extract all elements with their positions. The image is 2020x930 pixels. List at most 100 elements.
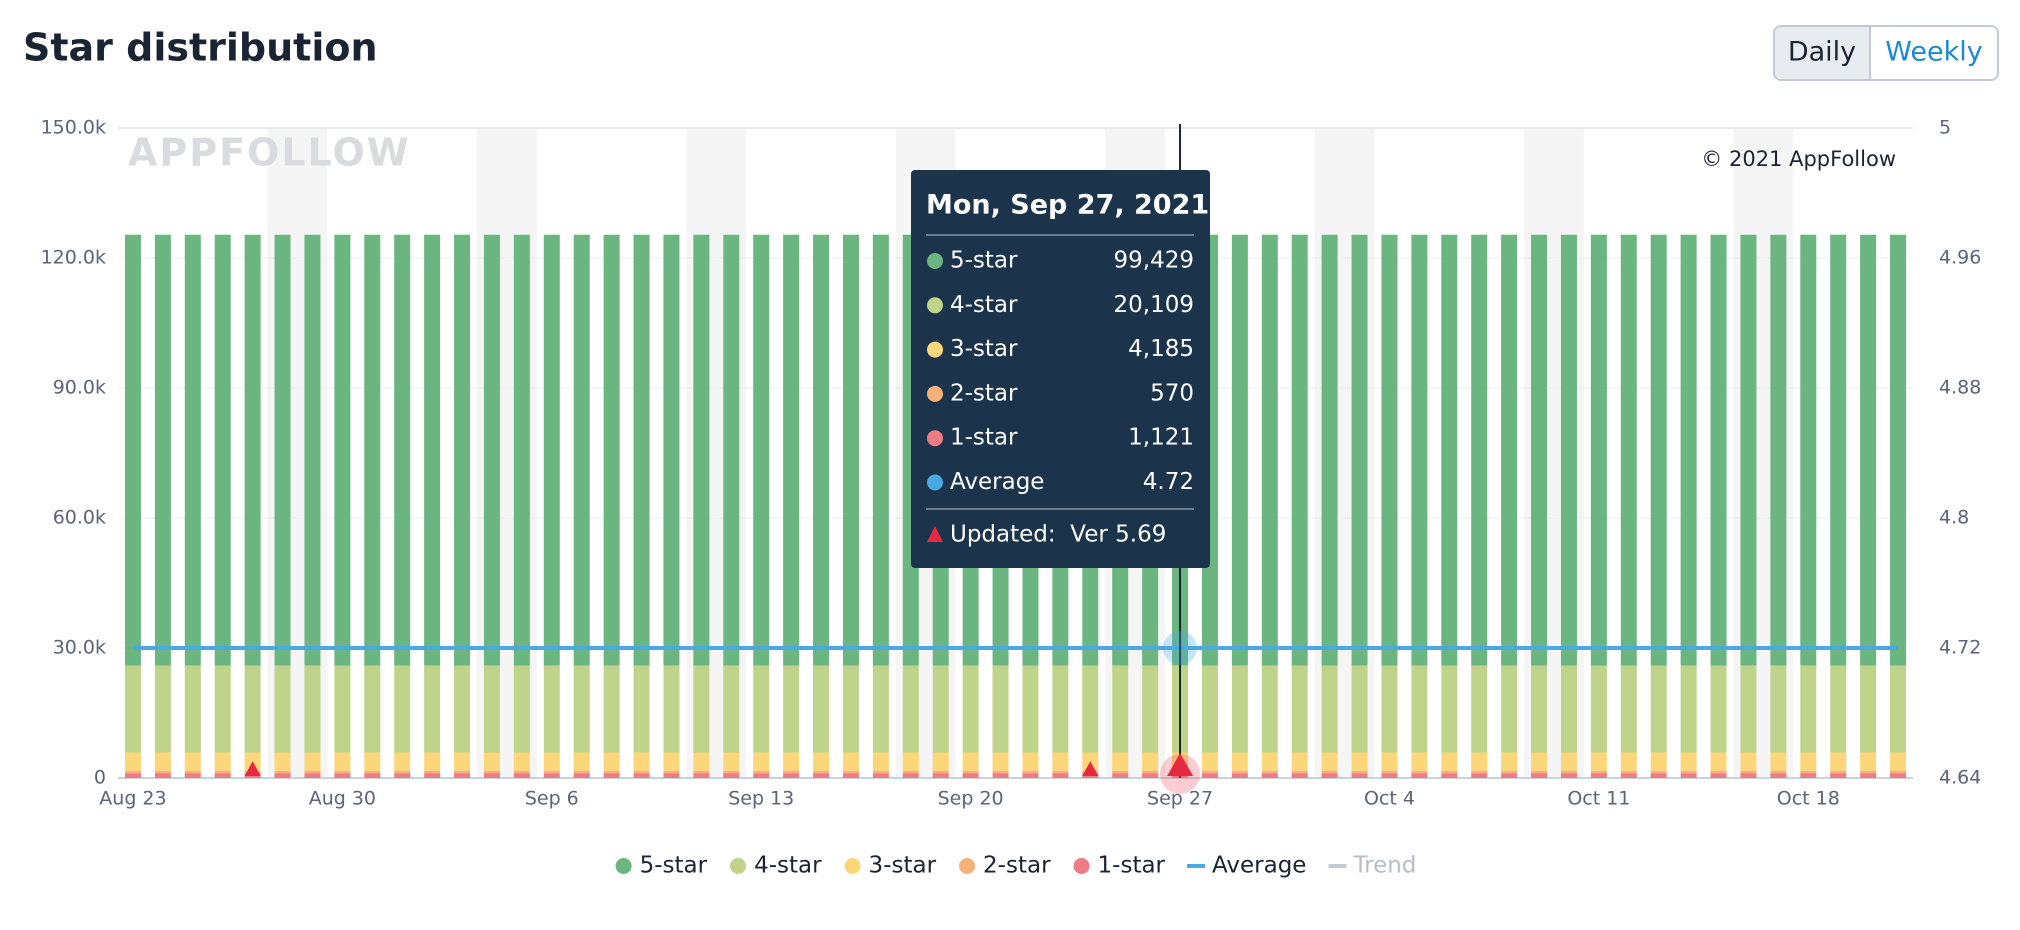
bar-segment: [962, 665, 979, 753]
bar-segment: [1531, 665, 1548, 753]
bar-segment: [1381, 665, 1398, 753]
tooltip-label: Average: [950, 469, 1044, 495]
legend-label[interactable]: 3-star: [869, 853, 937, 879]
bar-segment: [932, 752, 949, 771]
y-tick-label: 0: [94, 767, 106, 789]
bar-segment: [1620, 773, 1637, 778]
bar-segment: [1471, 234, 1488, 666]
daily-button[interactable]: Daily: [1788, 37, 1856, 68]
bar-segment: [424, 752, 441, 771]
legend-label[interactable]: Trend: [1352, 853, 1416, 879]
bar-segment: [1531, 770, 1548, 774]
bar-segment: [1351, 752, 1368, 771]
bar-segment: [1770, 773, 1787, 778]
bar-segment: [1321, 770, 1338, 774]
bar-segment: [1531, 773, 1548, 778]
bar-segment: [992, 773, 1009, 778]
bar-segment: [693, 752, 710, 771]
bar-segment: [633, 665, 650, 753]
bar-segment: [1261, 770, 1278, 774]
bar-segment: [1201, 770, 1218, 774]
bar-segment: [633, 752, 650, 771]
bar-segment: [1650, 773, 1667, 778]
bar-segment: [1441, 770, 1458, 774]
bar-segment: [184, 752, 201, 771]
tooltip-dot: [927, 297, 943, 314]
bar-segment: [1740, 752, 1757, 771]
legend-label[interactable]: 4-star: [754, 853, 822, 879]
tooltip-update: Updated: Ver 5.69: [950, 522, 1166, 548]
bar-segment: [753, 234, 770, 666]
bar-segment: [124, 234, 141, 666]
bar-segment: [424, 665, 441, 753]
y-tick-label: 150.0k: [41, 117, 106, 139]
bar-segment: [1590, 665, 1607, 753]
bar-segment: [184, 665, 201, 753]
bar-segment: [1650, 234, 1667, 666]
bar-segment: [723, 752, 740, 771]
y-tick-label: 90.0k: [53, 377, 106, 399]
bar-segment: [1560, 234, 1577, 666]
bar-segment: [1142, 773, 1159, 778]
bar-segment: [1321, 752, 1338, 771]
bar-segment: [154, 773, 171, 778]
bar-segment: [1411, 773, 1428, 778]
bar-segment: [783, 665, 800, 753]
bar-segment: [813, 773, 830, 778]
legend-symbol: [730, 858, 747, 874]
bar-segment: [573, 770, 590, 774]
bar-segment: [424, 234, 441, 666]
bar-segment: [1800, 773, 1817, 778]
bar-segment: [1650, 752, 1667, 771]
legend-label[interactable]: 1-star: [1098, 853, 1166, 879]
bar-segment: [603, 770, 620, 774]
bar-segment: [573, 773, 590, 778]
bar-segment: [1710, 665, 1727, 753]
tooltip-dot: [927, 430, 943, 447]
bar-segment: [334, 770, 351, 774]
bar-segment: [1860, 665, 1877, 753]
bar-segment: [1261, 234, 1278, 666]
legend-symbol: [959, 858, 976, 874]
bar-segment: [543, 665, 560, 753]
legend-label[interactable]: Average: [1212, 853, 1306, 879]
bar-segment: [1800, 770, 1817, 774]
bar-segment: [1590, 234, 1607, 666]
toggle-active-bg: [1775, 27, 1870, 79]
tooltip-value: 4,185: [1128, 336, 1194, 362]
bar-segment: [1830, 770, 1847, 774]
tooltip-value: 570: [1150, 380, 1194, 406]
tooltip-dot: [927, 253, 943, 269]
legend-label[interactable]: 2-star: [983, 853, 1051, 879]
bar-segment: [1291, 752, 1308, 771]
bar-segment: [693, 665, 710, 753]
page-title: Star distribution: [23, 26, 378, 70]
bar-segment: [1201, 752, 1218, 771]
bar-segment: [1471, 773, 1488, 778]
bar-segment: [1142, 770, 1159, 774]
bar-segment: [1890, 773, 1907, 778]
tooltip-label: 3-star: [950, 336, 1018, 362]
bar-segment: [1142, 752, 1159, 771]
bar-segment: [184, 770, 201, 774]
bar-segment: [1770, 752, 1787, 771]
bar-segment: [1740, 773, 1757, 778]
bar-segment: [1770, 770, 1787, 774]
bar-segment: [483, 773, 500, 778]
weekly-button[interactable]: Weekly: [1885, 37, 1982, 68]
bar-segment: [1291, 665, 1308, 753]
bar-segment: [723, 665, 740, 753]
tooltip-dot: [927, 385, 943, 402]
bar-segment: [633, 234, 650, 666]
bar-segment: [513, 752, 530, 771]
bar-segment: [1890, 234, 1907, 666]
y2-tick-label: 4.96: [1939, 247, 1981, 269]
bar-segment: [1261, 773, 1278, 778]
bar-segment: [1052, 770, 1069, 774]
bar-segment: [274, 752, 291, 771]
bar-segment: [693, 773, 710, 778]
bar-segment: [1590, 773, 1607, 778]
y-tick-label: 60.0k: [53, 507, 106, 529]
legend-label[interactable]: 5-star: [640, 853, 708, 879]
